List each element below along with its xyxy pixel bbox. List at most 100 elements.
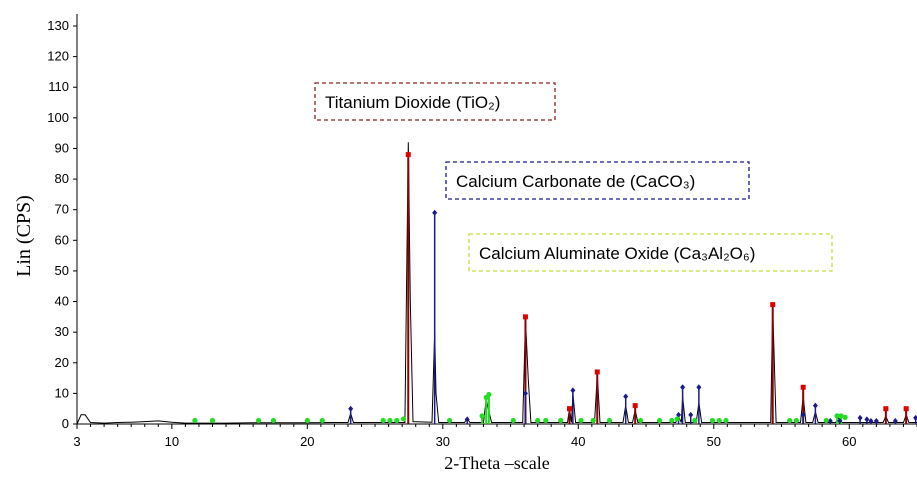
ca3al2o6-peak-marker bbox=[723, 417, 729, 424]
caco3-peak-marker bbox=[570, 387, 576, 394]
ca3al2o6-peak-marker bbox=[638, 417, 644, 424]
caco3-peak-marker bbox=[892, 417, 898, 424]
caco3-peak-marker bbox=[688, 411, 694, 418]
caco3-peak-marker bbox=[837, 417, 843, 424]
caco3-peak-marker bbox=[857, 414, 863, 421]
ca3al2o6-peak-marker bbox=[716, 417, 722, 424]
x-axis-title: 2-Theta –scale bbox=[444, 453, 549, 473]
tio2-peak-marker bbox=[800, 384, 806, 390]
ca3al2o6-peak-marker bbox=[270, 417, 277, 424]
x-ticks: 3 10 20 30 40 50 60 bbox=[73, 424, 917, 449]
ca3al2o6-peak-marker bbox=[479, 413, 485, 419]
diffraction-profile-line bbox=[76, 142, 917, 425]
tio2-peak-marker bbox=[405, 152, 411, 158]
ca3al2o6-peak-marker bbox=[674, 416, 680, 422]
ca3al2o6-peak-marker bbox=[400, 416, 407, 422]
caco3-peak-marker bbox=[348, 405, 354, 412]
ca3al2o6-peak-marker bbox=[838, 413, 844, 419]
caco3-peak-marker bbox=[676, 411, 682, 418]
y-ticks: 0 10 20 30 40 50 60 70 80 90 100 110 120 130 bbox=[47, 18, 77, 431]
y-tick-label: 50 bbox=[55, 263, 69, 278]
caco3-peak-marker bbox=[464, 416, 470, 423]
caco3-peak-marker bbox=[827, 417, 833, 424]
tio2-peak-marker bbox=[566, 406, 572, 412]
caco3-peak-marker bbox=[868, 417, 874, 424]
caco3-peak-marker bbox=[873, 417, 879, 424]
caco3-peak-marker bbox=[680, 384, 686, 391]
ca3al2o6-peak-marker bbox=[669, 417, 675, 424]
ca3al2o6-peak-marker bbox=[535, 417, 541, 424]
phase-markers bbox=[192, 152, 917, 424]
ca3al2o6-peak-marker bbox=[446, 417, 453, 424]
y-tick-label: 90 bbox=[55, 140, 69, 155]
annotation-ca3al2o6: Calcium Aluminate Oxide (Ca₃Al₂O₆) bbox=[468, 233, 833, 272]
y-tick-label: 100 bbox=[47, 110, 69, 125]
y-tick-label: 40 bbox=[55, 294, 69, 309]
ca3al2o6-peak-marker bbox=[319, 417, 325, 424]
ca3al2o6-peak-marker bbox=[842, 414, 848, 421]
ca3al2o6-peak-marker bbox=[692, 417, 698, 424]
annotation-ca3al2o6-box bbox=[468, 233, 833, 272]
y-tick-label: 10 bbox=[55, 385, 69, 400]
tio2-peak-marker bbox=[594, 369, 600, 375]
y-tick-label: 110 bbox=[48, 79, 69, 94]
annotation-ca3al2o6-label: Calcium Aluminate Oxide (Ca₃Al₂O₆) bbox=[479, 244, 755, 263]
tio2-peak-marker bbox=[883, 406, 889, 412]
ca3al2o6-peak-marker bbox=[394, 417, 400, 424]
ca3al2o6-peak-marker bbox=[834, 413, 840, 419]
caco3-peak-marker bbox=[913, 414, 917, 421]
annotation-caco3-label: Calcium Carbonate de (CaCO₃) bbox=[456, 172, 695, 191]
ca3al2o6-peak-marker bbox=[304, 417, 310, 424]
ca3al2o6-peak-marker bbox=[578, 417, 584, 424]
annotation-tio2: Titanium Dioxide (TiO₂) bbox=[314, 82, 556, 121]
annotation-tio2-label: Titanium Dioxide (TiO₂) bbox=[325, 93, 500, 112]
x-tick-label: 10 bbox=[165, 434, 179, 449]
y-tick-label: 20 bbox=[55, 355, 69, 370]
x-tick-label: 30 bbox=[436, 434, 450, 449]
y-tick-label: 130 bbox=[47, 18, 69, 33]
ca3al2o6-peak-marker bbox=[192, 417, 198, 424]
annotation-tio2-box bbox=[314, 82, 556, 121]
ca3al2o6-peak-marker bbox=[209, 417, 216, 424]
caco3-peak-marker bbox=[812, 402, 818, 409]
caco3-peak-marker bbox=[696, 384, 702, 391]
caco3-peak-marker bbox=[522, 390, 528, 397]
tio2-peak-marker bbox=[770, 302, 776, 308]
ca3al2o6-peak-marker bbox=[787, 417, 793, 424]
tio2-peak-marker bbox=[903, 406, 909, 412]
y-tick-label: 80 bbox=[55, 171, 69, 186]
ca3al2o6-peak-marker bbox=[558, 417, 564, 424]
x-tick-label: 50 bbox=[707, 434, 721, 449]
x-tick-label: 3 bbox=[73, 434, 80, 449]
y-tick-label: 60 bbox=[55, 232, 69, 247]
ca3al2o6-peak-marker bbox=[387, 417, 393, 424]
caco3-peak-marker bbox=[623, 393, 629, 400]
x-tick-label: 60 bbox=[842, 434, 856, 449]
ca3al2o6-peak-marker bbox=[255, 417, 262, 424]
y-tick-label: 70 bbox=[55, 202, 69, 217]
ca3al2o6-peak-marker bbox=[543, 417, 549, 424]
ca3al2o6-peak-marker bbox=[380, 417, 386, 424]
x-tick-label: 40 bbox=[571, 434, 585, 449]
ca3al2o6-peak-marker bbox=[606, 417, 613, 424]
x-tick-label: 20 bbox=[300, 434, 314, 449]
caco3-peak-marker bbox=[432, 209, 438, 216]
ca3al2o6-peak-marker bbox=[823, 417, 829, 424]
ca3al2o6-peak-marker bbox=[486, 391, 492, 398]
caco3-peak-marker bbox=[864, 416, 870, 423]
tio2-peak-marker bbox=[522, 314, 528, 320]
ca3al2o6-peak-marker bbox=[709, 417, 716, 424]
ca3al2o6-peak-marker bbox=[793, 417, 800, 424]
y-tick-label: 0 bbox=[62, 416, 69, 431]
ca3al2o6-peak-marker bbox=[510, 417, 516, 424]
y-tick-label: 30 bbox=[55, 324, 69, 339]
caco3-peak-marker bbox=[800, 411, 806, 418]
axes bbox=[76, 14, 917, 425]
annotation-caco3-box bbox=[445, 161, 750, 200]
annotation-caco3: Calcium Carbonate de (CaCO₃) bbox=[445, 161, 750, 200]
ca3al2o6-peak-marker bbox=[590, 417, 596, 424]
y-axis-title: Lin (CPS) bbox=[13, 195, 35, 277]
tio2-peak-marker bbox=[632, 403, 638, 409]
y-tick-label: 120 bbox=[47, 49, 69, 64]
